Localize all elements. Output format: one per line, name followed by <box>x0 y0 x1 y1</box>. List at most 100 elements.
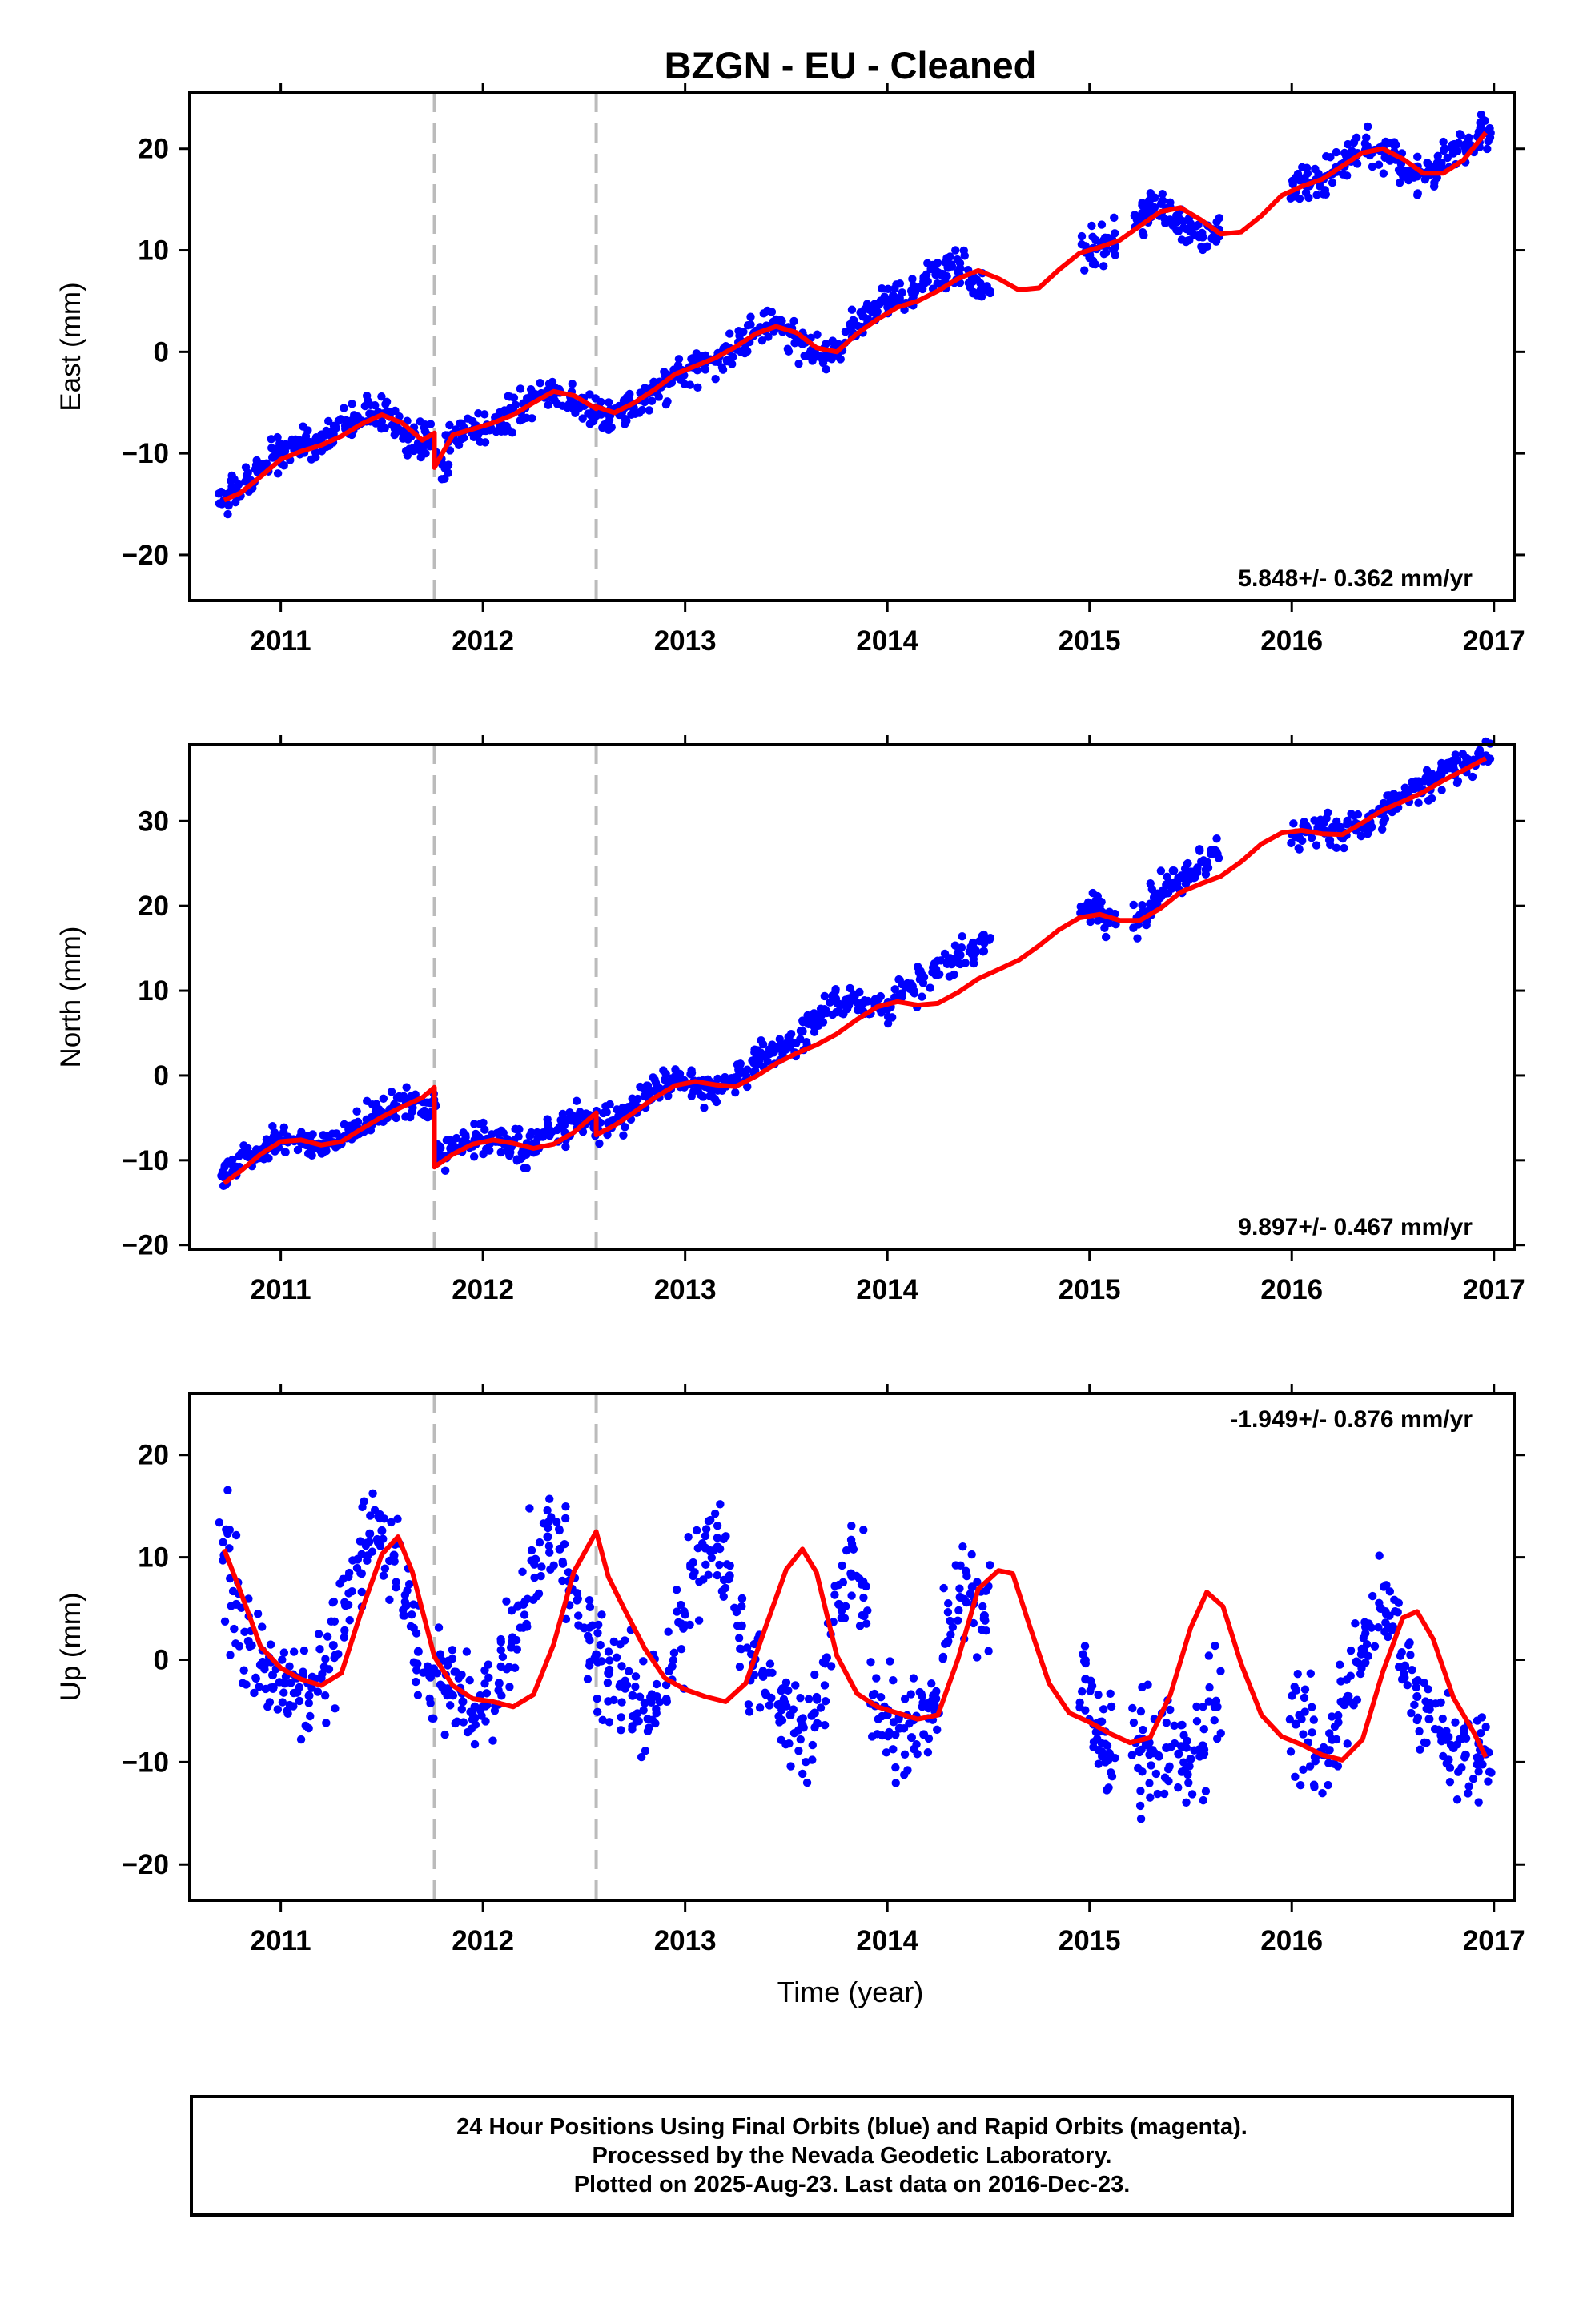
observation-scatter-dot <box>1449 139 1459 149</box>
observation-scatter-dot <box>599 1108 608 1118</box>
observation-scatter-dot <box>640 1084 649 1093</box>
observation-scatter-dot <box>281 1148 290 1156</box>
observation-point <box>1141 208 1151 218</box>
observation-scatter-dot <box>926 983 934 992</box>
observation-scatter-dot <box>713 1570 721 1580</box>
observation-point <box>1448 764 1458 774</box>
observation-scatter-dot <box>953 255 962 264</box>
observation-scatter-dot <box>561 1614 571 1624</box>
observation-scatter-dot <box>617 1713 625 1722</box>
observation-scatter-dot <box>639 1657 648 1666</box>
observation-scatter-dot <box>295 1696 304 1706</box>
observation-scatter-dot <box>1168 221 1177 230</box>
observation-scatter-dot <box>279 1123 288 1132</box>
observation-scatter-dot <box>826 1662 836 1671</box>
observation-point <box>1198 857 1207 866</box>
observation-scatter-dot <box>408 1103 417 1112</box>
observation-scatter-dot <box>502 1665 512 1674</box>
observation-scatter-dot <box>1424 796 1433 805</box>
observation-scatter-dot <box>363 1096 372 1106</box>
observation-scatter-dot <box>958 1542 967 1551</box>
observation-point <box>919 1730 929 1739</box>
observation-scatter-dot <box>767 308 777 316</box>
observation-scatter-dot <box>684 1532 693 1542</box>
observation-scatter-dot <box>444 468 453 477</box>
observation-scatter-dot <box>311 448 320 457</box>
observation-scatter-dot <box>1300 1707 1309 1716</box>
observation-scatter-dot <box>445 420 454 430</box>
observation-scatter-dot <box>891 1763 900 1772</box>
observation-scatter-dot <box>1104 1783 1113 1792</box>
observation-scatter-dot <box>357 1587 366 1597</box>
observation-scatter-dot <box>392 1113 400 1123</box>
observation-scatter-dot <box>701 1525 711 1534</box>
observation-scatter-dot <box>1305 1762 1315 1771</box>
observation-scatter-dot <box>855 987 864 997</box>
observation-scatter-dot <box>832 1007 841 1017</box>
observation-scatter-dot <box>781 1740 790 1749</box>
observation-scatter-dot <box>710 1509 720 1518</box>
observation-scatter-dot <box>1079 1650 1087 1659</box>
observation-scatter-dot <box>374 1512 383 1522</box>
observation-scatter-dot <box>1483 144 1492 154</box>
observation-scatter-dot <box>954 1606 963 1615</box>
observation-scatter-dot <box>314 1630 323 1638</box>
observation-point <box>798 1720 807 1730</box>
observation-point <box>365 409 375 419</box>
observation-scatter-dot <box>1101 1758 1110 1767</box>
observation-scatter-dot <box>1332 843 1341 853</box>
observation-scatter-dot <box>945 972 954 981</box>
observation-point <box>955 263 965 273</box>
observation-scatter-dot <box>604 1647 613 1656</box>
observation-point <box>1412 171 1422 181</box>
observation-scatter-dot <box>1368 1591 1377 1601</box>
observation-scatter-dot <box>786 1762 795 1771</box>
observation-scatter-dot <box>883 284 893 293</box>
observation-scatter-dot <box>530 1573 539 1582</box>
observation-scatter-dot <box>457 1705 466 1714</box>
observation-scatter-dot <box>859 1526 868 1534</box>
observation-scatter-dot <box>759 309 769 318</box>
x-tick-label: 2017 <box>1463 1925 1525 1956</box>
observation-scatter-dot <box>1158 196 1167 205</box>
observation-scatter-dot <box>1181 879 1191 889</box>
observation-scatter-dot <box>733 1060 742 1069</box>
observation-point <box>894 1723 904 1733</box>
observation-scatter-dot <box>734 327 743 336</box>
observation-point <box>292 441 302 451</box>
observation-scatter-dot <box>617 1726 625 1735</box>
observation-scatter-dot <box>502 1597 511 1606</box>
plot-frame <box>188 1392 1516 1902</box>
observation-scatter-dot <box>957 943 966 952</box>
observation-scatter-dot <box>758 1667 768 1675</box>
observation-scatter-dot <box>1293 1669 1302 1679</box>
observation-scatter-dot <box>802 1757 810 1767</box>
observation-point <box>328 1641 338 1651</box>
observation-scatter-dot <box>1484 137 1493 146</box>
observation-scatter-dot <box>986 1561 994 1570</box>
observation-scatter-dot <box>403 1586 412 1595</box>
y-tick-label: −20 <box>122 1849 169 1880</box>
observation-scatter-dot <box>821 1697 830 1706</box>
observation-point <box>894 293 904 303</box>
observation-scatter-dot <box>547 1513 556 1522</box>
observation-scatter-dot <box>877 1008 886 1017</box>
observation-scatter-dot <box>373 1538 383 1547</box>
observation-scatter-dot <box>735 1663 745 1671</box>
observation-scatter-dot <box>461 1131 470 1140</box>
observation-scatter-dot <box>847 1522 856 1530</box>
observation-point <box>1448 1743 1458 1752</box>
observation-point <box>858 312 868 321</box>
observation-point <box>858 998 868 1007</box>
observation-scatter-dot <box>597 1657 606 1666</box>
observation-scatter-dot <box>847 1591 856 1600</box>
observation-scatter-dot <box>1081 1659 1091 1668</box>
observation-scatter-dot <box>1153 1789 1162 1799</box>
observation-scatter-dot <box>262 1135 271 1144</box>
observation-point <box>870 303 880 312</box>
observation-scatter-dot <box>574 1611 583 1620</box>
observation-scatter-dot <box>883 1012 893 1021</box>
observation-point <box>231 1162 241 1172</box>
observation-scatter-dot <box>622 416 631 425</box>
x-tick-label: 2015 <box>1059 625 1121 657</box>
